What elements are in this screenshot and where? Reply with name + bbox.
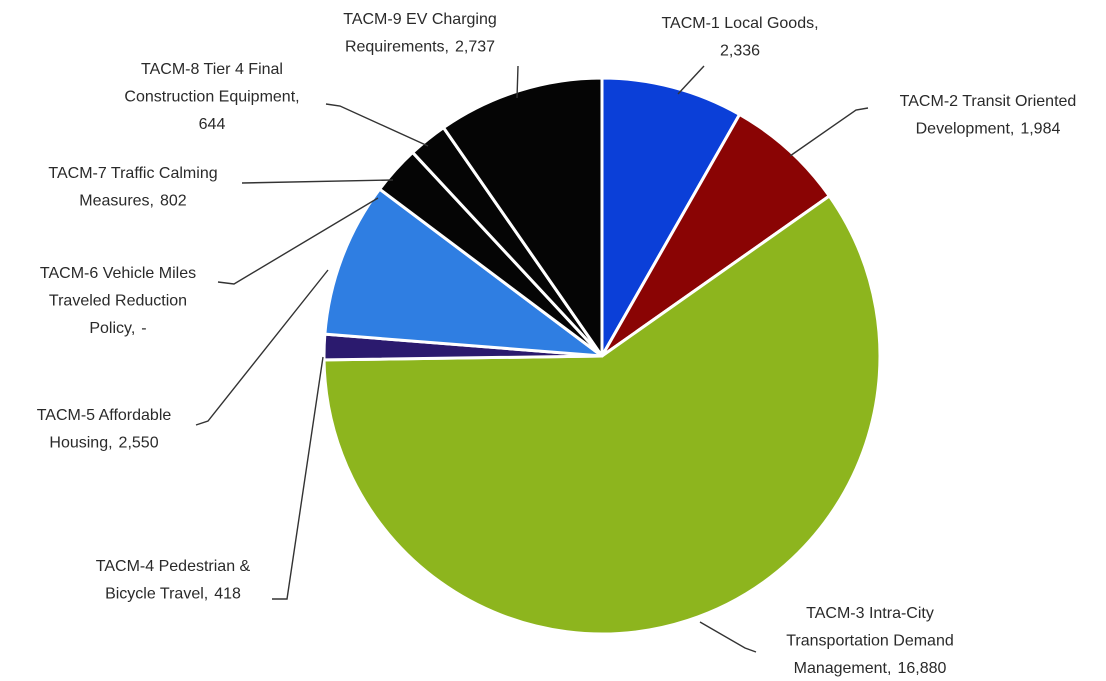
slice-label: TACM-1 Local Goods, 2,336	[661, 15, 818, 60]
slice-label: TACM-3 Intra-City Transportation Demand Ma…	[786, 605, 954, 677]
slice-label: TACM-7 Traffic Calming Measures, 802	[48, 165, 217, 210]
label-line: TACM-3 Intra-City	[806, 605, 934, 622]
value-label: -	[141, 320, 146, 337]
value-label: 644	[199, 116, 226, 133]
slice-label: TACM-4 Pedestrian & Bicycle Travel, 418	[96, 558, 251, 603]
pie-slice	[322, 194, 882, 636]
label-line: Housing,	[49, 435, 112, 452]
value-label: 2,336	[720, 43, 760, 60]
label-line: TACM-5 Affordable	[37, 407, 172, 424]
label-line: TACM-1 Local Goods,	[661, 15, 818, 32]
pie-slice	[442, 76, 604, 358]
leader-line	[241, 179, 394, 184]
slice-label: TACM-5 Affordable Housing, 2,550	[37, 407, 172, 452]
value-label: 16,880	[897, 660, 946, 677]
leader-line	[217, 197, 379, 285]
label-line: Policy,	[89, 320, 135, 337]
label-line: Construction Equipment,	[124, 89, 299, 106]
label-line: TACM-7 Traffic Calming	[48, 165, 217, 182]
label-line: Transportation Demand	[786, 633, 954, 650]
pie-slice	[600, 112, 831, 358]
pie-slice	[600, 76, 742, 358]
leader-line	[272, 356, 324, 600]
label-line: Traveled Reduction	[49, 293, 187, 310]
label-line: Measures,	[79, 193, 154, 210]
label-line: Development,	[916, 121, 1015, 138]
value-label: 1,984	[1020, 121, 1060, 138]
leader-line	[516, 65, 519, 99]
leader-line	[699, 621, 757, 653]
label-line: Management,	[794, 660, 892, 677]
label-line: TACM-9 EV Charging	[343, 11, 497, 28]
leader-line	[195, 269, 329, 426]
slice-label: TACM-8 Tier 4 Final Construction Equipmen…	[124, 61, 299, 133]
value-label: 2,737	[455, 39, 495, 56]
leader-line	[677, 65, 705, 95]
leader-line	[325, 103, 429, 147]
value-label: 802	[160, 193, 187, 210]
pie-slice	[323, 187, 604, 358]
label-line: TACM-6 Vehicle Miles	[40, 265, 196, 282]
slice-label: TACM-9 EV Charging Requirements, 2,737	[343, 11, 497, 56]
label-line: Requirements,	[345, 39, 449, 56]
slice-label: TACM-6 Vehicle Miles Traveled Reduction Po…	[40, 265, 196, 337]
leader-line	[789, 107, 869, 157]
label-line: TACM-2 Transit Oriented	[900, 93, 1077, 110]
slice-label: TACM-2 Transit Oriented Development, 1,984	[900, 93, 1077, 138]
value-label: 2,550	[119, 435, 159, 452]
label-line: Bicycle Travel,	[105, 586, 208, 603]
label-line: TACM-8 Tier 4 Final	[141, 61, 283, 78]
label-line: TACM-4 Pedestrian &	[96, 558, 251, 575]
value-label: 418	[214, 586, 241, 603]
